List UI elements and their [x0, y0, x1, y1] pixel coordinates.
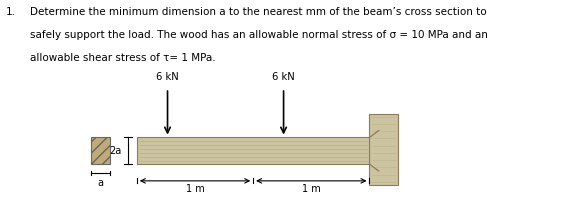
- Bar: [91, 137, 111, 164]
- Bar: [370, 114, 398, 185]
- Text: 6 kN: 6 kN: [156, 72, 179, 82]
- Bar: [137, 137, 370, 164]
- Text: safely support the load. The wood has an allowable normal stress of σ = 10 MPa a: safely support the load. The wood has an…: [30, 30, 488, 40]
- Text: Determine the minimum dimension a to the nearest mm of the beam’s cross section : Determine the minimum dimension a to the…: [30, 7, 486, 17]
- Text: 1.: 1.: [6, 7, 16, 17]
- Text: 1 m: 1 m: [302, 184, 321, 194]
- Text: 1 m: 1 m: [186, 184, 204, 194]
- Text: allowable shear stress of τ= 1 MPa.: allowable shear stress of τ= 1 MPa.: [30, 53, 215, 63]
- Text: 2a: 2a: [109, 146, 121, 156]
- Text: a: a: [98, 178, 104, 188]
- Text: 6 kN: 6 kN: [272, 72, 295, 82]
